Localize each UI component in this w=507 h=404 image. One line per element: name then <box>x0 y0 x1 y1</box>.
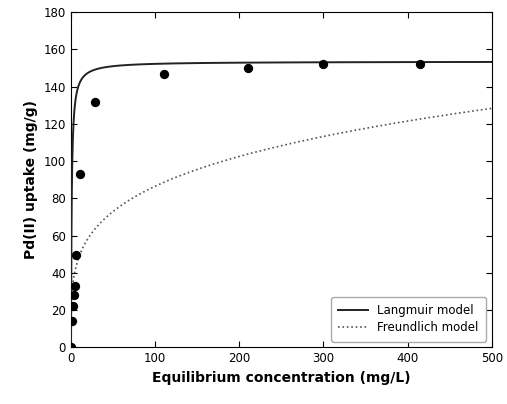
Point <box>319 61 328 67</box>
Point <box>76 171 84 177</box>
Legend: Langmuir model, Freundlich model: Langmuir model, Freundlich model <box>332 297 486 341</box>
Point <box>90 98 98 105</box>
Y-axis label: Pd(II) uptake (mg/g): Pd(II) uptake (mg/g) <box>24 100 38 259</box>
Point <box>68 318 76 324</box>
Point <box>67 344 75 351</box>
Point <box>69 292 78 299</box>
X-axis label: Equilibrium concentration (mg/L): Equilibrium concentration (mg/L) <box>152 371 411 385</box>
Point <box>70 283 79 289</box>
Point <box>244 65 252 71</box>
Point <box>68 303 77 310</box>
Point <box>73 252 81 259</box>
Point <box>416 61 424 67</box>
Point <box>160 70 168 77</box>
